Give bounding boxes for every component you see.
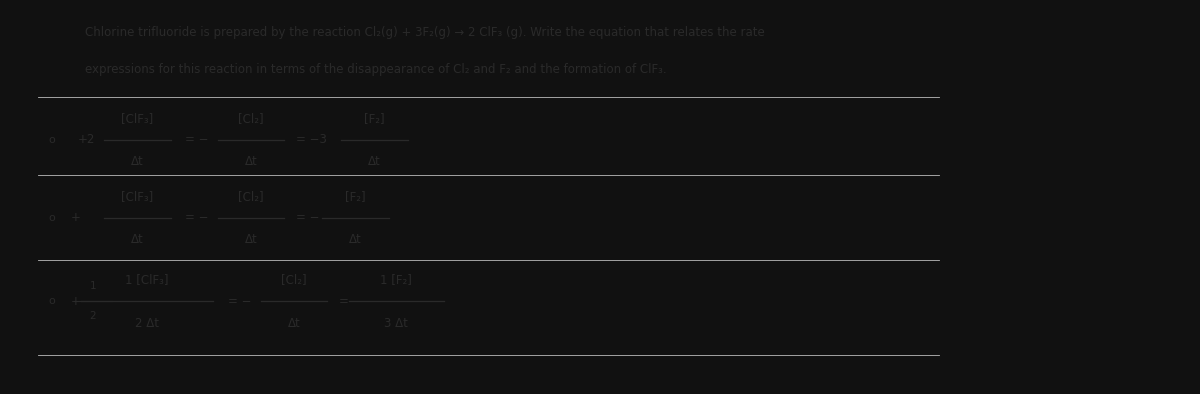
Text: = −: = − [228, 295, 251, 308]
Text: = −3: = −3 [295, 134, 326, 146]
Text: 2 Δt: 2 Δt [134, 317, 158, 329]
Text: = −: = − [295, 212, 319, 224]
Text: Δt: Δt [245, 155, 258, 168]
Text: Δt: Δt [131, 155, 144, 168]
Text: expressions for this reaction in terms of the disappearance of Cl₂ and F₂ and th: expressions for this reaction in terms o… [85, 63, 667, 76]
Text: [ClF₃]: [ClF₃] [121, 112, 154, 125]
Text: +: + [71, 295, 80, 308]
Text: Δt: Δt [368, 155, 380, 168]
Text: [ClF₃]: [ClF₃] [121, 190, 154, 203]
Text: o: o [49, 296, 55, 307]
Text: = −: = − [185, 134, 209, 146]
Text: 1 [F₂]: 1 [F₂] [380, 273, 413, 286]
Text: [Cl₂]: [Cl₂] [239, 190, 264, 203]
Text: Δt: Δt [288, 317, 300, 329]
Text: [F₂]: [F₂] [364, 112, 385, 125]
Text: +: + [71, 212, 80, 224]
Text: +2: +2 [78, 134, 95, 146]
Text: 3 Δt: 3 Δt [384, 317, 408, 329]
Text: = −: = − [340, 295, 362, 308]
Text: [Cl₂]: [Cl₂] [239, 112, 264, 125]
Text: [Cl₂]: [Cl₂] [281, 273, 307, 286]
Text: Δt: Δt [131, 233, 144, 246]
Text: 1: 1 [90, 281, 96, 292]
Text: 1 [ClF₃]: 1 [ClF₃] [125, 273, 169, 286]
Text: Chlorine trifluoride is prepared by the reaction Cl₂(g) + 3F₂(g) → 2 ClF₃ (g). W: Chlorine trifluoride is prepared by the … [85, 26, 766, 39]
Text: Δt: Δt [349, 233, 362, 246]
Text: = −: = − [185, 212, 209, 224]
Text: [F₂]: [F₂] [346, 190, 366, 203]
Text: o: o [49, 213, 55, 223]
Text: 2: 2 [90, 311, 96, 322]
Text: Δt: Δt [245, 233, 258, 246]
Text: o: o [49, 135, 55, 145]
